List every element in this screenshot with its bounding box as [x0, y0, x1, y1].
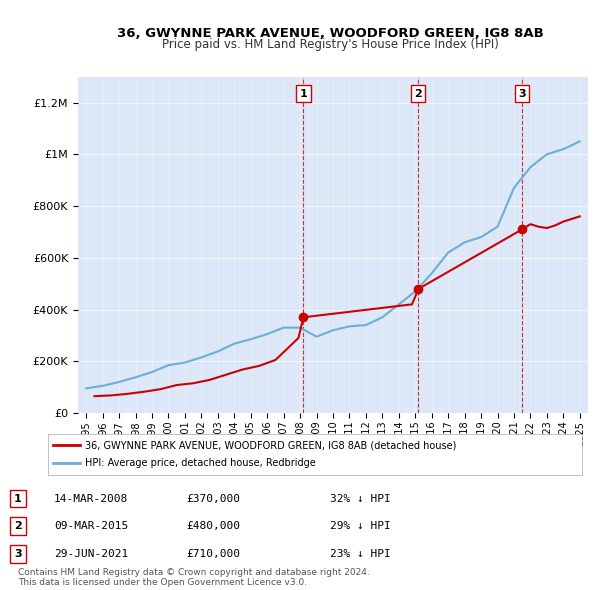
Text: 29% ↓ HPI: 29% ↓ HPI — [330, 522, 391, 531]
Text: £370,000: £370,000 — [186, 494, 240, 503]
Text: 32% ↓ HPI: 32% ↓ HPI — [330, 494, 391, 503]
Text: £710,000: £710,000 — [186, 549, 240, 559]
Text: 23% ↓ HPI: 23% ↓ HPI — [330, 549, 391, 559]
Text: £480,000: £480,000 — [186, 522, 240, 531]
Text: 36, GWYNNE PARK AVENUE, WOODFORD GREEN, IG8 8AB: 36, GWYNNE PARK AVENUE, WOODFORD GREEN, … — [116, 27, 544, 40]
Text: 14-MAR-2008: 14-MAR-2008 — [54, 494, 128, 503]
Text: Contains HM Land Registry data © Crown copyright and database right 2024.
This d: Contains HM Land Registry data © Crown c… — [18, 568, 370, 587]
Text: 1: 1 — [14, 494, 22, 503]
Text: Price paid vs. HM Land Registry's House Price Index (HPI): Price paid vs. HM Land Registry's House … — [161, 38, 499, 51]
Text: 2: 2 — [14, 522, 22, 531]
Text: 3: 3 — [14, 549, 22, 559]
Text: 1: 1 — [299, 88, 307, 99]
Text: 2: 2 — [414, 88, 422, 99]
Text: HPI: Average price, detached house, Redbridge: HPI: Average price, detached house, Redb… — [85, 458, 316, 468]
Text: 29-JUN-2021: 29-JUN-2021 — [54, 549, 128, 559]
Text: 3: 3 — [518, 88, 526, 99]
Text: 36, GWYNNE PARK AVENUE, WOODFORD GREEN, IG8 8AB (detached house): 36, GWYNNE PARK AVENUE, WOODFORD GREEN, … — [85, 440, 457, 450]
Text: 09-MAR-2015: 09-MAR-2015 — [54, 522, 128, 531]
